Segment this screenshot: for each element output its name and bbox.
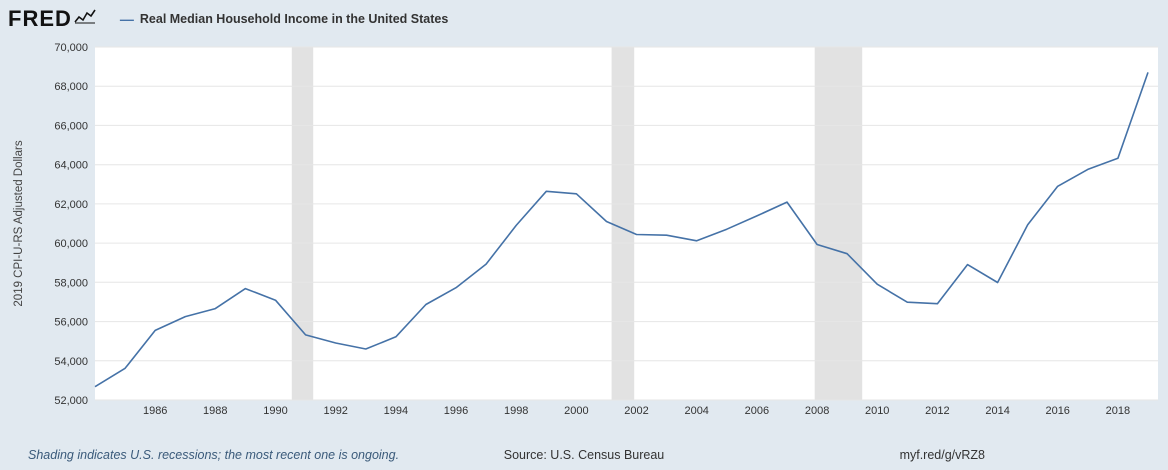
y-axis-label: 2019 CPI-U-RS Adjusted Dollars [13, 140, 25, 306]
svg-text:56,000: 56,000 [54, 317, 88, 329]
recession-band [611, 47, 635, 400]
svg-text:2000: 2000 [564, 405, 588, 417]
svg-text:2018: 2018 [1106, 405, 1130, 417]
footer: Shading indicates U.S. recessions; the m… [0, 445, 1168, 470]
svg-text:64,000: 64,000 [54, 160, 88, 172]
svg-text:2006: 2006 [745, 405, 769, 417]
svg-text:62,000: 62,000 [54, 199, 88, 211]
fred-logo-chart-icon [74, 9, 96, 29]
svg-text:1996: 1996 [444, 405, 468, 417]
chart-title: Real Median Household Income in the Unit… [139, 12, 449, 26]
source-text: Source: U.S. Census Bureau [503, 448, 665, 462]
svg-text:52,000: 52,000 [54, 395, 88, 407]
svg-text:1988: 1988 [203, 405, 227, 417]
fred-logo[interactable]: FRED [8, 8, 96, 30]
svg-text:58,000: 58,000 [54, 277, 88, 289]
chart-area: 52,000 54,000 56,000 58,000 60,000 62,000 64,0… [0, 38, 1168, 445]
fred-logo-text: FRED [8, 6, 72, 31]
svg-text:1986: 1986 [143, 405, 167, 417]
header: FRED — Real Median Household Income in t… [0, 0, 1168, 38]
data-line [94, 72, 1149, 388]
svg-text:2014: 2014 [985, 405, 1009, 417]
svg-text:1998: 1998 [504, 405, 528, 417]
svg-text:2010: 2010 [865, 405, 889, 417]
chart-legend: — Real Median Household Income in the Un… [120, 11, 448, 27]
svg-text:1990: 1990 [263, 405, 287, 417]
recession-band [291, 47, 314, 400]
recession-band [814, 47, 863, 400]
svg-text:60,000: 60,000 [54, 238, 88, 250]
svg-text:2016: 2016 [1045, 405, 1069, 417]
svg-text:1994: 1994 [384, 405, 408, 417]
svg-text:68,000: 68,000 [54, 81, 88, 93]
svg-text:1992: 1992 [323, 405, 347, 417]
svg-text:54,000: 54,000 [54, 356, 88, 368]
x-tick-labels: 1986 1988 1990 1992 1994 1996 1998 2000 2002 2004… [143, 405, 1130, 417]
short-url-link[interactable]: myf.red/g/vRZ8 [899, 448, 985, 462]
y-tick-labels: 52,000 54,000 56,000 58,000 60,000 62,000 64,0… [54, 42, 88, 407]
svg-text:66,000: 66,000 [54, 120, 88, 132]
income-line-chart[interactable]: 52,000 54,000 56,000 58,000 60,000 62,000 64,0… [0, 38, 1168, 445]
svg-text:2004: 2004 [684, 405, 708, 417]
grid-lines [95, 46, 1158, 401]
legend-line-swatch: — [119, 11, 134, 27]
recession-bands [291, 47, 863, 400]
recession-note: Shading indicates U.S. recessions; the m… [28, 448, 400, 462]
svg-text:2008: 2008 [805, 405, 829, 417]
svg-text:2002: 2002 [624, 405, 648, 417]
svg-text:2012: 2012 [925, 405, 949, 417]
svg-text:70,000: 70,000 [54, 42, 88, 54]
